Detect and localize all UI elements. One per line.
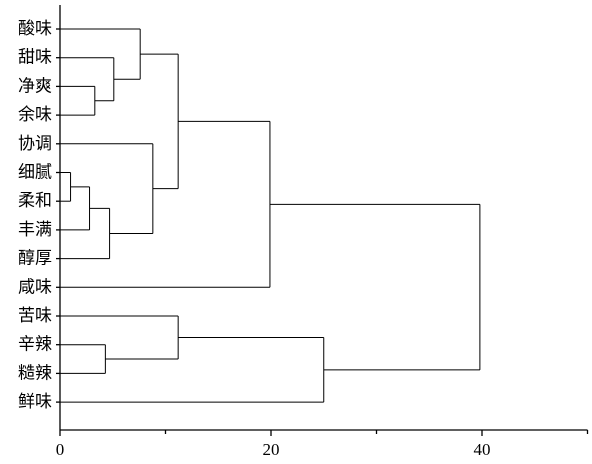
x-ticks: 0 20 40 xyxy=(56,430,589,459)
leaf-label: 糙辣 xyxy=(18,363,52,383)
leaf-label: 余味 xyxy=(18,105,52,125)
leaf-label: 协调 xyxy=(18,134,52,154)
x-tick-label: 20 xyxy=(263,440,280,459)
leaf-label: 酸味 xyxy=(18,19,52,39)
leaf-label: 细腻 xyxy=(18,163,52,183)
leaf-label: 柔和 xyxy=(18,191,52,211)
leaf-label: 辛辣 xyxy=(18,335,52,355)
x-tick-label: 0 xyxy=(56,440,65,459)
leaf-label: 净爽 xyxy=(18,76,52,96)
leaf-label: 咸味 xyxy=(18,277,52,297)
leaf-label: 醇厚 xyxy=(18,249,52,269)
axes xyxy=(59,5,588,431)
leaf-label: 甜味 xyxy=(18,48,52,68)
dendrogram-links xyxy=(60,28,481,403)
leaf-label: 鲜味 xyxy=(18,392,52,412)
leaf-label: 苦味 xyxy=(18,306,52,326)
leaf-label: 丰满 xyxy=(18,220,52,240)
x-tick-label: 40 xyxy=(474,440,491,459)
